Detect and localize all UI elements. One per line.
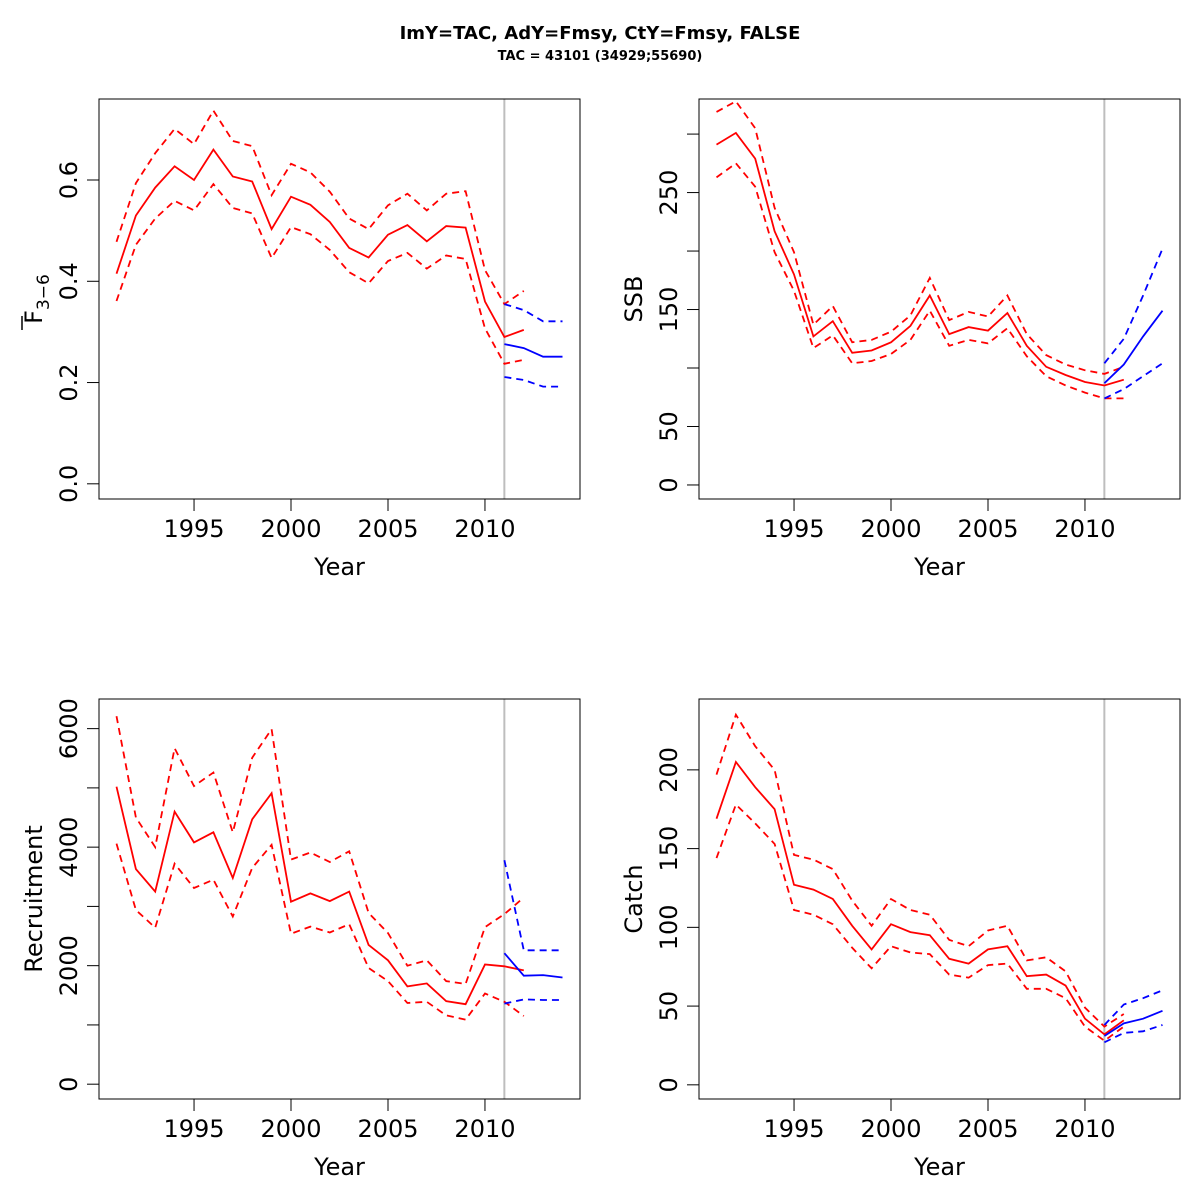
panels: 1995 2000 2005 20100.00.20.40.6YearF3−61995…: [20, 98, 1181, 1181]
series-estimate-lower-line: [715, 162, 1124, 400]
y-axis-label: Recruitment: [20, 825, 48, 972]
series-forecast-upper-line: [1103, 248, 1164, 364]
y-axis-label-subscript: 3−6: [34, 274, 54, 310]
catch-panel: 1995 2000 2005 2010 0 50 100 150 200 Year Catch: [620, 698, 1181, 1181]
y-tick-label: 200: [655, 747, 683, 793]
x-tick-label: 1995: [763, 1115, 824, 1143]
plot-frame: [698, 698, 1181, 1100]
series-forecast-line: [503, 952, 563, 979]
x-tick-label: 2010: [1054, 1115, 1115, 1143]
y-tick-label: 0.4: [55, 262, 83, 300]
y-axis-label: F3−6: [20, 274, 54, 324]
y-tick-label: 0.0: [55, 465, 83, 503]
x-tick-label: 2010: [454, 515, 515, 543]
y-tick-label: 0.2: [55, 363, 83, 401]
x-tick-label: 1995: [163, 1115, 224, 1143]
series-forecast-upper-line: [1103, 989, 1163, 1026]
x-tick-label: 2000: [260, 515, 321, 543]
x-axis-label: Year: [313, 1153, 365, 1181]
y-tick-label: 150: [655, 287, 683, 333]
series-group: [115, 716, 563, 1021]
y-tick-label: 50: [655, 991, 683, 1022]
x-tick-label: 2000: [260, 1115, 321, 1143]
f-panel: 1995 2000 2005 2010 0.0 0.2 0.4 0.6 Year F3−6: [20, 98, 581, 581]
y-tick-label: 0: [55, 1077, 83, 1092]
series-estimate-lower-line: [115, 842, 525, 1021]
series-estimate-lower-line: [715, 802, 1125, 1042]
series-forecast-upper-line: [503, 860, 563, 952]
series-group: [715, 712, 1163, 1044]
y-tick-label: 0: [655, 477, 683, 492]
x-tick-label: 2005: [357, 1115, 418, 1143]
y-tick-label: 6000: [55, 698, 83, 759]
series-forecast-lower-line: [504, 376, 563, 388]
figure-subtitle: TAC = 43101 (34929;55690): [498, 49, 703, 64]
recruitment-panel: 1995 2000 2005 2010 0 2000 4000 6000 Year Recruit…: [20, 698, 581, 1181]
x-axis-label: Year: [913, 553, 965, 581]
x-tick-label: 2010: [1054, 515, 1115, 543]
series-forecast-line: [504, 343, 563, 358]
series-estimate-upper-line: [115, 108, 525, 306]
series-group: [115, 108, 563, 388]
y-tick-label: 2000: [55, 935, 83, 996]
y-tick-label: 50: [655, 411, 683, 442]
x-tick-label: 2005: [957, 1115, 1018, 1143]
y-axis-label: Catch: [620, 864, 648, 933]
series-forecast-line: [1103, 1009, 1163, 1037]
series-forecast-line: [1103, 310, 1164, 384]
x-axis-label: Year: [913, 1153, 965, 1181]
series-estimate-line: [716, 131, 1125, 387]
y-tick-label: 0.6: [55, 161, 83, 199]
x-tick-label: 2005: [957, 515, 1018, 543]
ssb-panel: 1995 2000 2005 2010 0 50 150 250 Year SSB: [620, 98, 1181, 581]
series-forecast-lower-line: [1104, 362, 1163, 400]
series-forecast-lower-line: [504, 998, 563, 1005]
series-estimate-upper-line: [115, 716, 525, 986]
y-tick-label: 250: [655, 170, 683, 216]
x-tick-label: 1995: [763, 515, 824, 543]
series-group: [715, 100, 1164, 400]
y-tick-label: 100: [655, 904, 683, 950]
y-axis-label: SSB: [620, 276, 648, 323]
plot-frame: [698, 98, 1181, 500]
plot-frame: [98, 98, 581, 500]
series-forecast-lower-line: [1104, 1024, 1163, 1044]
y-tick-label: 150: [655, 826, 683, 872]
x-tick-label: 2010: [454, 1115, 515, 1143]
series-forecast-upper-line: [504, 303, 563, 323]
x-tick-label: 2005: [357, 515, 418, 543]
plot-frame: [98, 698, 581, 1100]
series-estimate-line: [115, 786, 524, 1006]
series-estimate-line: [115, 147, 525, 339]
x-axis-label: Year: [313, 553, 365, 581]
x-tick-label: 2000: [860, 515, 921, 543]
y-tick-label: 0: [655, 1077, 683, 1092]
series-estimate-upper-line: [715, 712, 1125, 1028]
series-estimate-lower-line: [115, 182, 524, 365]
y-tick-label: 4000: [55, 817, 83, 878]
figure-title: ImY=TAC, AdY=Fmsy, CtY=Fmsy, FALSE: [400, 23, 801, 44]
x-tick-label: 1995: [163, 515, 224, 543]
x-tick-label: 2000: [860, 1115, 921, 1143]
series-estimate-line: [715, 760, 1125, 1036]
series-estimate-upper-line: [716, 100, 1125, 375]
